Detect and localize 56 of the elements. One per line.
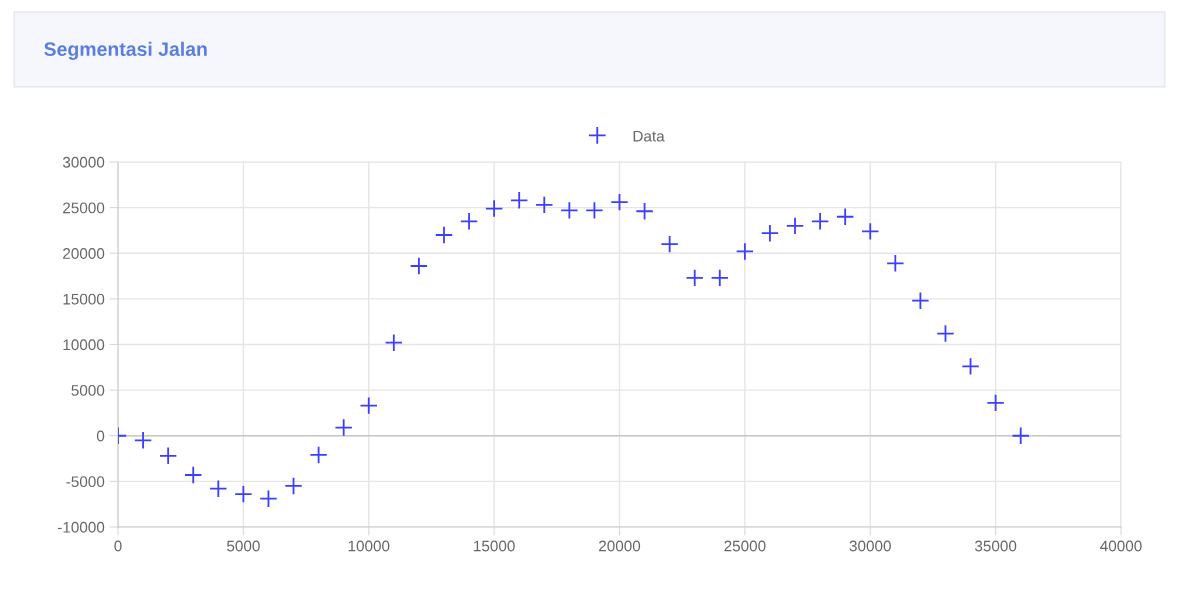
point xyxy=(986,393,1005,413)
x-tick-label: 10000 xyxy=(348,540,390,552)
point xyxy=(334,418,353,437)
point xyxy=(309,445,328,465)
y-tick-label: 10000 xyxy=(63,339,105,351)
point xyxy=(560,201,579,220)
point xyxy=(660,235,679,254)
point xyxy=(785,216,805,235)
point xyxy=(259,489,278,508)
point xyxy=(760,224,780,243)
point xyxy=(434,225,454,245)
point xyxy=(610,193,629,212)
legend-label: Data xyxy=(633,130,665,142)
point xyxy=(635,202,654,221)
point xyxy=(861,222,880,241)
point xyxy=(510,191,529,210)
point xyxy=(384,333,403,352)
x-tick-label: 30000 xyxy=(849,540,891,552)
point xyxy=(159,446,178,465)
point xyxy=(886,254,905,273)
x-tick-label: 35000 xyxy=(974,540,1017,552)
chart-title: Segmentasi Jalan xyxy=(44,41,207,60)
y-tick-label: 5000 xyxy=(71,384,105,396)
y-tick-label: 15000 xyxy=(63,293,105,305)
point xyxy=(961,357,980,376)
x-tick-label: 25000 xyxy=(724,540,766,552)
x-tick-label: 20000 xyxy=(599,540,641,552)
point xyxy=(459,212,479,231)
point xyxy=(409,256,429,276)
point xyxy=(810,212,830,231)
y-tick-label: 20000 xyxy=(63,248,105,259)
point xyxy=(184,465,203,485)
y-tick-label: -10000 xyxy=(57,521,105,533)
y-tick-label: 30000 xyxy=(62,156,105,168)
point xyxy=(710,268,729,288)
y-tick-label: 25000 xyxy=(63,202,105,214)
x-tick-label: 15000 xyxy=(474,540,515,552)
point xyxy=(535,195,554,215)
point xyxy=(1011,426,1030,445)
point xyxy=(735,242,754,261)
point xyxy=(234,485,253,504)
point xyxy=(911,291,930,310)
point xyxy=(936,324,955,343)
y-tick-label: 0 xyxy=(96,430,105,442)
point xyxy=(284,476,303,496)
point xyxy=(836,207,855,226)
point xyxy=(585,201,604,220)
point xyxy=(685,268,704,288)
point xyxy=(133,431,153,450)
x-tick-label: 40000 xyxy=(1100,540,1142,552)
point xyxy=(485,199,504,218)
x-tick-label: 0 xyxy=(114,540,122,552)
point xyxy=(209,479,228,498)
y-tick-label: -5000 xyxy=(66,476,105,488)
point xyxy=(359,396,378,415)
x-tick-label: 5000 xyxy=(226,540,260,552)
